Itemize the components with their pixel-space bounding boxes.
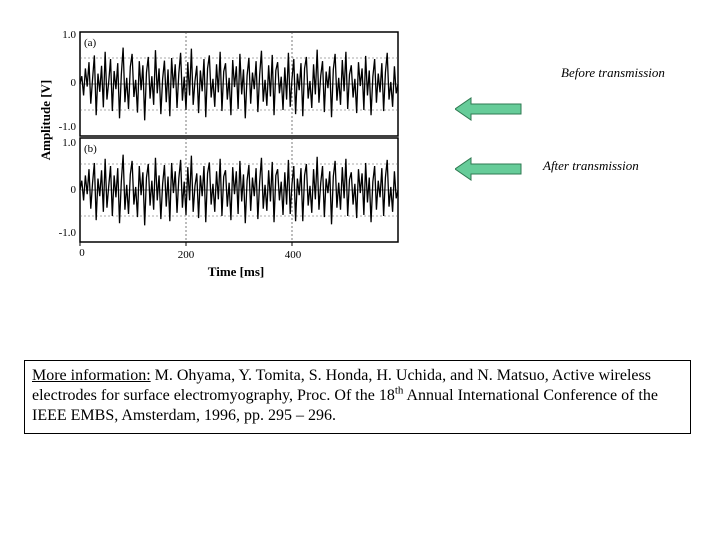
reference-text-1: M. Ohyama, Y. Tomita, S. Honda, H. Uchid…: [32, 367, 651, 404]
panel-a-label: (a): [84, 37, 97, 49]
emg-figure: Amplitude [V] Time [ms] (a) 1.0 0 -1.0 (…: [38, 29, 399, 279]
panel-b-ytick-zero: 0: [71, 184, 77, 196]
panel-a-emg-trace: [79, 47, 399, 121]
x-tick-200: 200: [178, 249, 195, 261]
reference-text-2: Annual International Conference of the I…: [32, 387, 658, 424]
trace-layer: [79, 32, 399, 246]
panel-b-ytick-top: 1.0: [62, 137, 76, 149]
panel-a-ytick-top: 1.0: [62, 29, 76, 41]
before-arrow-icon: [455, 97, 522, 121]
after-transmission-note: After transmission: [543, 158, 639, 173]
x-tick-0: 0: [79, 247, 85, 259]
reference-box: More information: M. Ohyama, Y. Tomita, …: [24, 360, 691, 434]
reference-label: More information:: [32, 367, 151, 384]
x-axis-label: Time [ms]: [208, 264, 264, 279]
after-arrow-icon: [455, 157, 522, 181]
panel-b-ytick-bottom: -1.0: [59, 227, 77, 239]
x-tick-400: 400: [285, 249, 302, 261]
panel-b-label: (b): [84, 143, 97, 155]
panel-b-emg-trace: [79, 154, 399, 226]
before-transmission-note: Before transmission: [561, 65, 665, 80]
panel-a-ytick-bottom: -1.0: [59, 121, 77, 133]
reference-superscript: th: [394, 384, 404, 397]
y-axis-label: Amplitude [V]: [38, 80, 53, 161]
panel-a-ytick-zero: 0: [71, 77, 77, 89]
